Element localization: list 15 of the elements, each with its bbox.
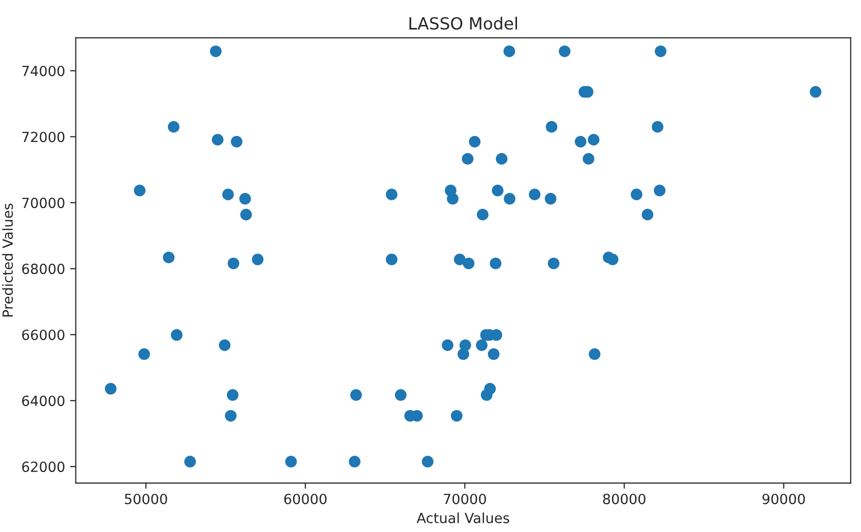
- y-tick-label: 64000: [22, 396, 64, 406]
- x-axis-title: Actual Values: [416, 512, 510, 524]
- x-tick-label: 80000: [603, 494, 646, 504]
- y-tick-label: 74000: [22, 66, 64, 76]
- y-axis-title: Predicted Values: [2, 204, 13, 317]
- chart-title: LASSO Model: [410, 16, 517, 30]
- y-tick-label: 62000: [22, 462, 64, 472]
- y-tick-label: 72000: [22, 132, 64, 142]
- x-tick-label: 60000: [284, 494, 327, 504]
- y-tick-label: 66000: [22, 330, 64, 340]
- x-tick-label: 70000: [444, 494, 486, 504]
- x-tick-label: 90000: [762, 494, 805, 504]
- x-tick-label: 50000: [124, 494, 168, 504]
- y-tick-label: 70000: [22, 198, 64, 208]
- y-tick-label: 68000: [22, 264, 64, 274]
